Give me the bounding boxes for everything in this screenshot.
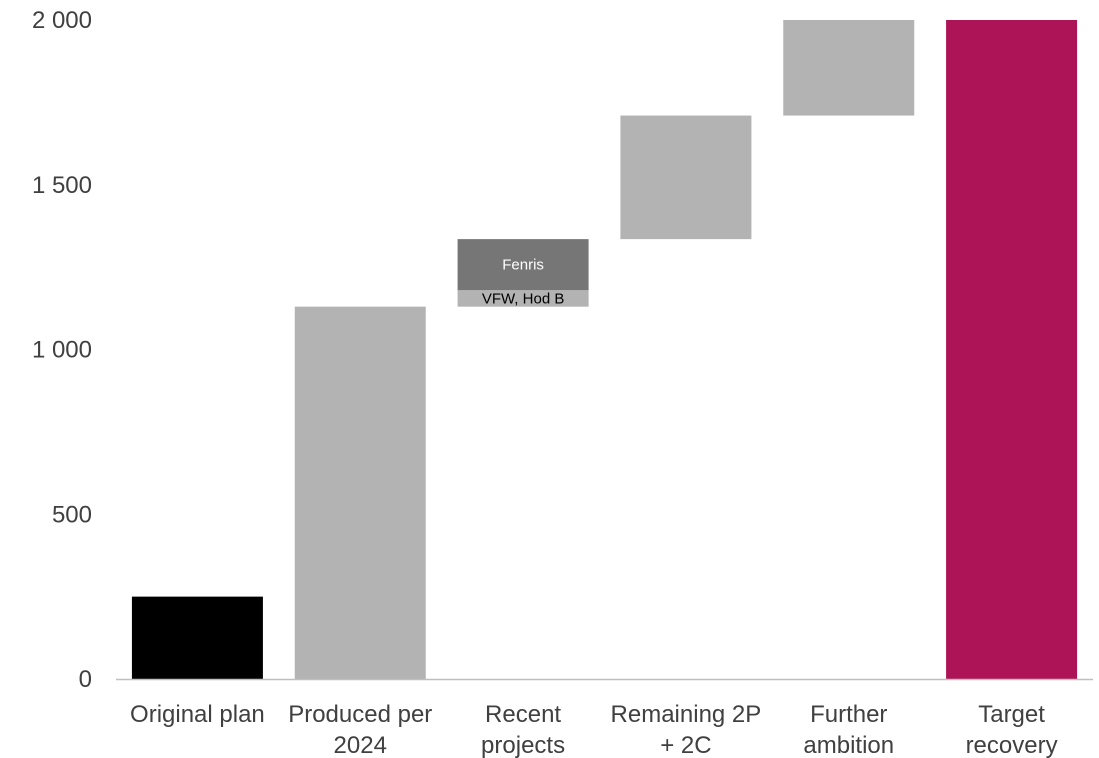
bar-segment-label: VFW, Hod B [482, 290, 565, 307]
category-label: Original plan [130, 701, 265, 728]
y-tick-label: 1 000 [32, 337, 92, 364]
bars-group: VFW, Hod B Fenris [131, 20, 1078, 679]
bar-segment [620, 115, 752, 240]
bar-segment [946, 20, 1078, 679]
y-tick-label: 1 500 [32, 172, 92, 199]
category-label: Further ambition [803, 701, 894, 758]
category-label: Target recovery [966, 701, 1058, 758]
y-axis-ticks: 0 500 1 000 1 500 2 000 [32, 7, 92, 693]
bar-segment-label: Fenris [502, 257, 544, 274]
bar-segment [457, 239, 589, 291]
bar-segment [783, 20, 915, 116]
bar-segment [131, 596, 263, 679]
bar-segment [457, 290, 589, 307]
category-label: Produced per 2024 [288, 701, 432, 758]
y-tick-label: 500 [52, 501, 92, 528]
y-tick-label: 2 000 [32, 7, 92, 34]
y-tick-label: 0 [79, 666, 92, 693]
bar-segment [294, 306, 426, 679]
category-label: Remaining 2P + 2C [611, 701, 762, 758]
category-label: Recent projects [481, 701, 565, 758]
x-axis-labels: Original plan Produced per 2024 Recent proje… [130, 701, 1058, 758]
